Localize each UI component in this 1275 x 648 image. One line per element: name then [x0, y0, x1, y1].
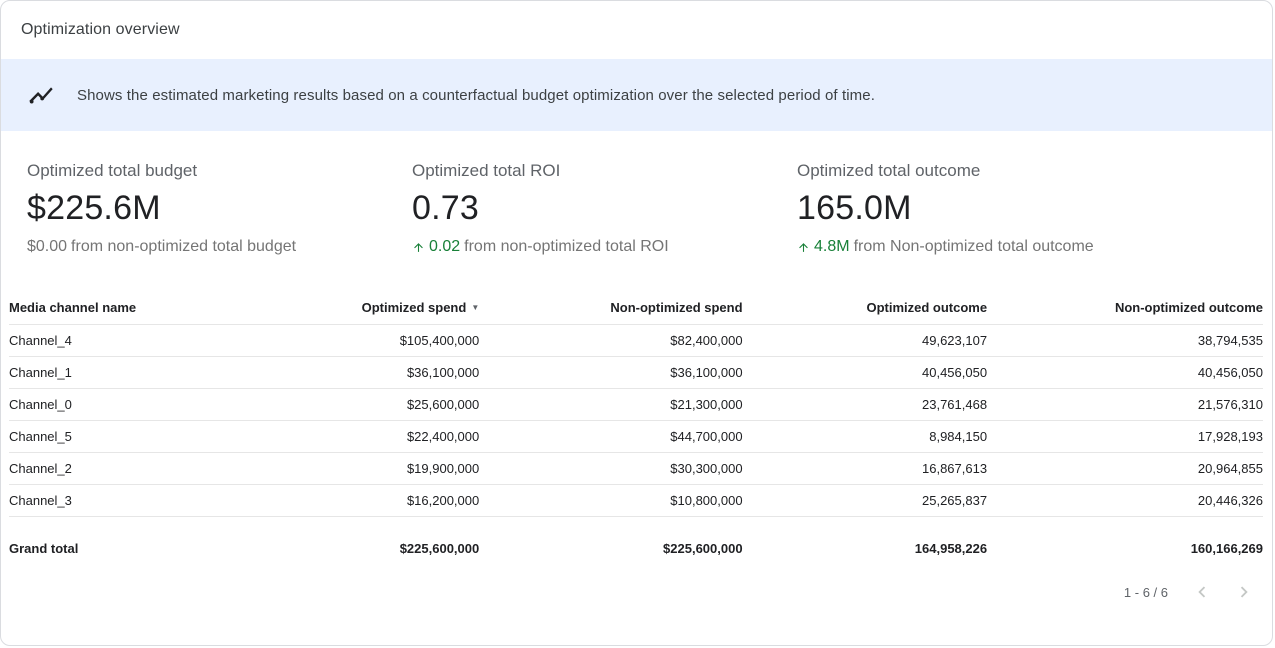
delta-description: from non-optimized total ROI [464, 238, 669, 256]
banner-description: Shows the estimated marketing results ba… [77, 86, 875, 104]
chevron-right-icon [1240, 586, 1248, 598]
cell-optimized-spend: $16,200,000 [259, 484, 480, 518]
cell-non-optimized-outcome: 38,794,535 [987, 324, 1263, 358]
info-banner: Shows the estimated marketing results ba… [1, 59, 1272, 131]
table-row: Channel_3 $16,200,000 $10,800,000 25,265… [9, 484, 1263, 518]
cell-optimized-spend: $22,400,000 [259, 420, 480, 454]
cell-channel-name: Channel_3 [9, 484, 260, 518]
cell-non-optimized-outcome: 17,928,193 [987, 420, 1263, 454]
grand-total-non-optimized-outcome: 160,166,269 [1190, 541, 1263, 557]
column-header-non-optimized-outcome[interactable]: Non-optimized outcome [987, 292, 1263, 326]
grand-total-label: Grand total [9, 541, 79, 557]
cell-channel-name: Channel_0 [9, 388, 260, 422]
cell-non-optimized-spend: $30,300,000 [479, 452, 743, 486]
pagination: 1 - 6 / 6 [1, 568, 1272, 606]
cell-optimized-outcome: 23,761,468 [742, 388, 988, 422]
cell-optimized-outcome: 25,265,837 [742, 484, 988, 518]
page-title: Optimization overview [21, 21, 180, 38]
cell-non-optimized-spend: $82,400,000 [479, 324, 743, 358]
column-header-non-optimized-spend[interactable]: Non-optimized spend [479, 292, 743, 326]
table-row: Channel_1 $36,100,000 $36,100,000 40,456… [9, 356, 1263, 390]
table-row: Channel_0 $25,600,000 $21,300,000 23,761… [9, 388, 1263, 422]
card-header: Optimization overview [1, 1, 1272, 59]
kpi-value: 165.0M [797, 189, 912, 227]
trending-up-icon [27, 81, 55, 109]
column-header-media-channel-name[interactable]: Media channel name [9, 292, 260, 326]
next-page-button[interactable] [1230, 578, 1258, 606]
grand-total-optimized-spend: $225,600,000 [399, 541, 480, 557]
delta-description: from Non-optimized total outcome [853, 238, 1094, 256]
sort-desc-icon: ▼ [471, 303, 480, 313]
delta-value: 4.8M [814, 238, 850, 256]
cell-optimized-outcome: 8,984,150 [742, 420, 988, 454]
page-range-label: 1 - 6 / 6 [1123, 584, 1168, 600]
cell-channel-name: Channel_4 [9, 324, 260, 358]
grand-total-row: Grand total $225,600,000 $225,600,000 16… [9, 517, 1263, 569]
kpi-delta: 4.8M from Non-optimized total outcome [797, 238, 1182, 256]
cell-non-optimized-outcome: 20,964,855 [987, 452, 1263, 486]
kpi-delta: 0.02 from non-optimized total ROI [412, 238, 797, 256]
cell-channel-name: Channel_5 [9, 420, 260, 454]
arrow-up-icon [412, 241, 425, 254]
kpi-label: Optimized total budget [27, 161, 198, 180]
kpi-label: Optimized total outcome [797, 161, 981, 180]
previous-page-button[interactable] [1188, 578, 1216, 606]
column-header-optimized-outcome[interactable]: Optimized outcome [742, 292, 988, 326]
cell-non-optimized-outcome: 21,576,310 [987, 388, 1263, 422]
grand-total-non-optimized-spend: $225,600,000 [663, 541, 743, 557]
grand-total-optimized-outcome: 164,958,226 [914, 541, 988, 557]
delta-value: 0.02 [429, 238, 461, 256]
kpi-optimized-total-budget: Optimized total budget $225.6M $0.00 fro… [27, 161, 412, 256]
kpi-optimized-total-outcome: Optimized total outcome 165.0M 4.8M from… [797, 161, 1182, 256]
cell-non-optimized-spend: $36,100,000 [479, 356, 743, 390]
cell-non-optimized-spend: $21,300,000 [479, 388, 743, 422]
arrow-up-icon [797, 241, 810, 254]
media-channel-table: Media channel name Optimized spend ▼ Non-… [1, 282, 1272, 568]
table-header-row: Media channel name Optimized spend ▼ Non-… [9, 292, 1263, 326]
kpi-delta: $0.00 from non-optimized total budget [27, 238, 412, 256]
delta-value: $0.00 [27, 238, 68, 256]
cell-non-optimized-spend: $44,700,000 [479, 420, 743, 454]
cell-optimized-spend: $19,900,000 [259, 452, 480, 486]
kpi-value: 0.73 [412, 189, 479, 227]
cell-optimized-outcome: 40,456,050 [742, 356, 988, 390]
table-row: Channel_2 $19,900,000 $30,300,000 16,867… [9, 452, 1263, 486]
cell-optimized-spend: $105,400,000 [259, 324, 480, 358]
table-row: Channel_4 $105,400,000 $82,400,000 49,62… [9, 324, 1263, 358]
cell-non-optimized-outcome: 20,446,326 [987, 484, 1263, 518]
kpi-row: Optimized total budget $225.6M $0.00 fro… [1, 131, 1272, 282]
chevron-left-icon [1198, 586, 1206, 598]
kpi-optimized-total-roi: Optimized total ROI 0.73 0.02 from non-o… [412, 161, 797, 256]
cell-channel-name: Channel_1 [9, 356, 260, 390]
kpi-label: Optimized total ROI [412, 161, 561, 180]
cell-optimized-spend: $25,600,000 [259, 388, 480, 422]
cell-channel-name: Channel_2 [9, 452, 260, 486]
cell-optimized-outcome: 16,867,613 [742, 452, 988, 486]
kpi-value: $225.6M [27, 189, 161, 227]
cell-optimized-spend: $36,100,000 [259, 356, 480, 390]
cell-non-optimized-spend: $10,800,000 [479, 484, 743, 518]
cell-optimized-outcome: 49,623,107 [742, 324, 988, 358]
column-header-optimized-spend[interactable]: Optimized spend ▼ [259, 292, 480, 326]
delta-description: from non-optimized total budget [71, 238, 297, 256]
table-row: Channel_5 $22,400,000 $44,700,000 8,984,… [9, 420, 1263, 454]
cell-non-optimized-outcome: 40,456,050 [987, 356, 1263, 390]
